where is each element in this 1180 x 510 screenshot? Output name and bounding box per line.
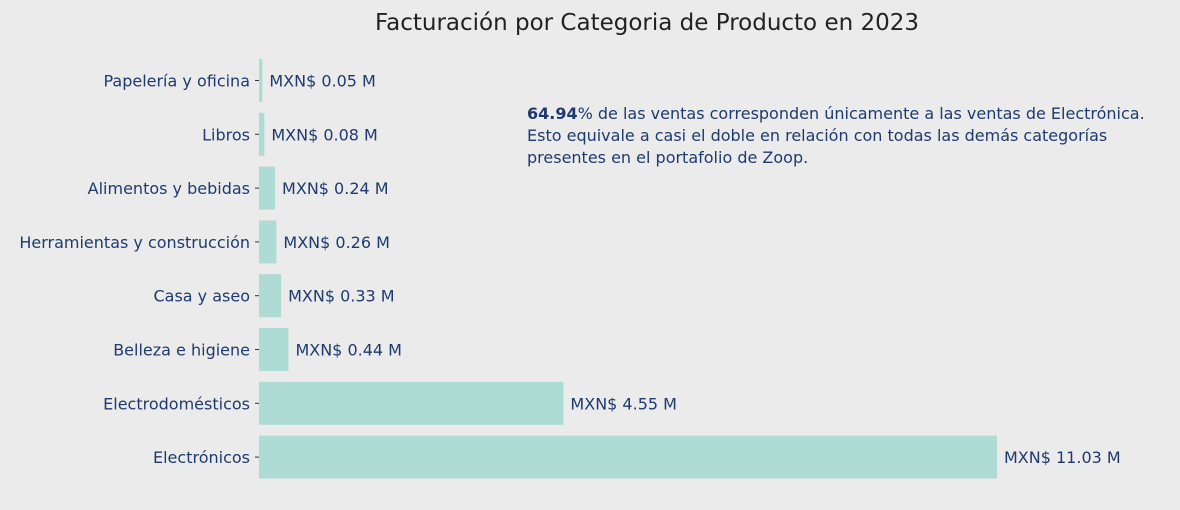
annotation-line-1: 64.94% de las ventas corresponden únicam… <box>527 103 1177 125</box>
category-label-6: Electrodomésticos <box>103 394 250 413</box>
value-label-7: MXN$ 11.03 M <box>1004 448 1121 467</box>
annotation-highlight-value: 64.94 <box>527 104 578 123</box>
value-label-5: MXN$ 0.44 M <box>295 341 402 360</box>
category-label-2: Alimentos y bebidas <box>88 179 250 198</box>
value-label-3: MXN$ 0.26 M <box>283 233 390 252</box>
category-label-0: Papelería y oficina <box>103 72 250 91</box>
value-label-6: MXN$ 4.55 M <box>570 394 677 413</box>
annotation-line-1-rest: % de las ventas corresponden únicamente … <box>577 104 1145 123</box>
annotation-line-2: Esto equivale a casi el doble en relació… <box>527 126 1108 145</box>
category-label-4: Casa y aseo <box>153 287 250 306</box>
value-label-4: MXN$ 0.33 M <box>288 287 395 306</box>
bar-1 <box>259 112 265 156</box>
bar-4 <box>259 274 282 318</box>
bar-7 <box>259 435 997 479</box>
bar-2 <box>259 166 276 210</box>
category-label-5: Belleza e higiene <box>113 341 250 360</box>
bar-3 <box>259 220 277 264</box>
annotation-line-3: presentes en el portafolio de Zoop. <box>527 148 809 167</box>
annotation-text: 64.94% de las ventas corresponden únicam… <box>527 103 1177 169</box>
value-label-1: MXN$ 0.08 M <box>271 125 378 144</box>
value-label-2: MXN$ 0.24 M <box>282 179 389 198</box>
chart-title: Facturación por Categoria de Producto en… <box>375 10 919 36</box>
category-label-1: Libros <box>202 125 250 144</box>
bar-5 <box>259 328 289 371</box>
bars-group: Papelería y oficina MXN$ 0.05 M Libros MXN$… <box>19 59 1121 479</box>
category-label-7: Electrónicos <box>153 448 250 467</box>
category-label-3: Herramientas y construcción <box>19 233 250 252</box>
bar-0 <box>259 59 263 102</box>
value-label-0: MXN$ 0.05 M <box>269 72 376 91</box>
bar-6 <box>259 381 564 425</box>
